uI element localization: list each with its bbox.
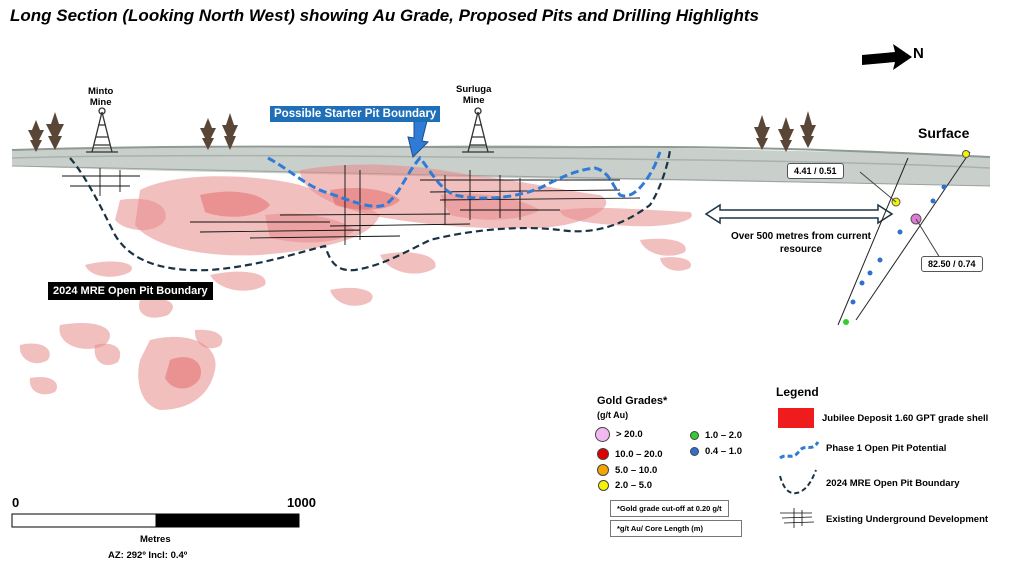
legend-item-label: Jubilee Deposit 1.60 GPT grade shell — [822, 413, 989, 424]
grade-shell-group — [19, 164, 692, 410]
gold-grade-item: 0.4 – 1.0 — [690, 446, 742, 457]
gold-grade-label: > 20.0 — [616, 429, 643, 440]
gold-grade-label: 2.0 – 5.0 — [615, 480, 652, 491]
minto-mine-label: Minto Mine — [88, 86, 114, 108]
grade-cutoff-note: *Gold grade cut-off at 0.20 g/t — [610, 500, 729, 517]
core-length-note: *g/t Au/ Core Length (m) — [610, 520, 742, 537]
gold-grade-label: 1.0 – 2.0 — [705, 430, 742, 441]
gold-grade-item: 2.0 – 5.0 — [598, 480, 652, 491]
gold-grade-item: > 20.0 — [595, 427, 643, 442]
surface-label: Surface — [918, 125, 970, 141]
orange-circle-icon — [597, 464, 609, 476]
blue-circle-icon — [690, 447, 699, 456]
pink-circle-icon — [595, 427, 610, 442]
underground-development-lines — [62, 165, 641, 245]
gold-grades-title: Gold Grades* — [597, 395, 668, 407]
gold-grade-item: 1.0 – 2.0 — [690, 430, 742, 441]
gold-grade-label: 5.0 – 10.0 — [615, 464, 658, 476]
gold-grade-item: 5.0 – 10.0 — [597, 464, 657, 476]
legend-item-label: Existing Underground Development — [826, 514, 989, 525]
drill-hole-group — [837, 151, 971, 326]
gold-grade-item: 10.0 – 20.0 — [597, 448, 663, 460]
blue-dashed-line-icon — [779, 441, 820, 460]
legend-item-label: 2024 MRE Open Pit Boundary — [826, 478, 960, 489]
north-arrow-icon — [862, 44, 912, 70]
green-circle-icon — [690, 431, 699, 440]
distance-double-arrow — [704, 203, 894, 225]
underground-lines-icon — [780, 508, 815, 528]
callout-leader-lines — [859, 171, 941, 259]
scale-unit-label: Metres — [140, 534, 171, 545]
gold-grade-label: 10.0 – 20.0 — [615, 448, 663, 460]
yellow-circle-icon — [598, 480, 609, 491]
starter-pit-pointer-arrow — [407, 117, 430, 158]
surluga-mine-label: Surluga Mine — [456, 84, 492, 106]
scale-min-label: 0 — [12, 495, 20, 510]
scale-bar — [11, 513, 300, 528]
north-label: N — [913, 45, 924, 62]
gold-grade-label: 0.4 – 1.0 — [705, 446, 742, 457]
starter-pit-boundary — [267, 151, 662, 208]
surluga-headframe-icon — [462, 107, 494, 153]
minto-headframe-icon — [86, 107, 118, 153]
mre-pit-boundary — [69, 149, 672, 272]
gold-grades-unit: (g/t Au) — [597, 410, 629, 420]
starter-pit-label: Possible Starter Pit Boundary — [270, 106, 441, 122]
tree-icon-group — [28, 111, 816, 152]
red-square-icon — [778, 408, 814, 428]
page-title: Long Section (Looking North West) showin… — [10, 6, 759, 25]
intercept-callout: 82.50 / 0.74 — [921, 256, 983, 272]
section-orientation-label: AZ: 292º Incl: 0.4º — [108, 550, 188, 561]
legend-title: Legend — [776, 385, 819, 399]
scale-max-label: 1000 — [287, 495, 316, 510]
red-circle-icon — [597, 448, 609, 460]
mre-pit-label: 2024 MRE Open Pit Boundary — [48, 282, 213, 300]
legend-item-label: Phase 1 Open Pit Potential — [826, 443, 947, 454]
distance-note: Over 500 metres from current resource — [730, 231, 872, 255]
dark-dashed-line-icon — [779, 469, 817, 495]
intercept-callout: 4.41 / 0.51 — [787, 163, 844, 179]
